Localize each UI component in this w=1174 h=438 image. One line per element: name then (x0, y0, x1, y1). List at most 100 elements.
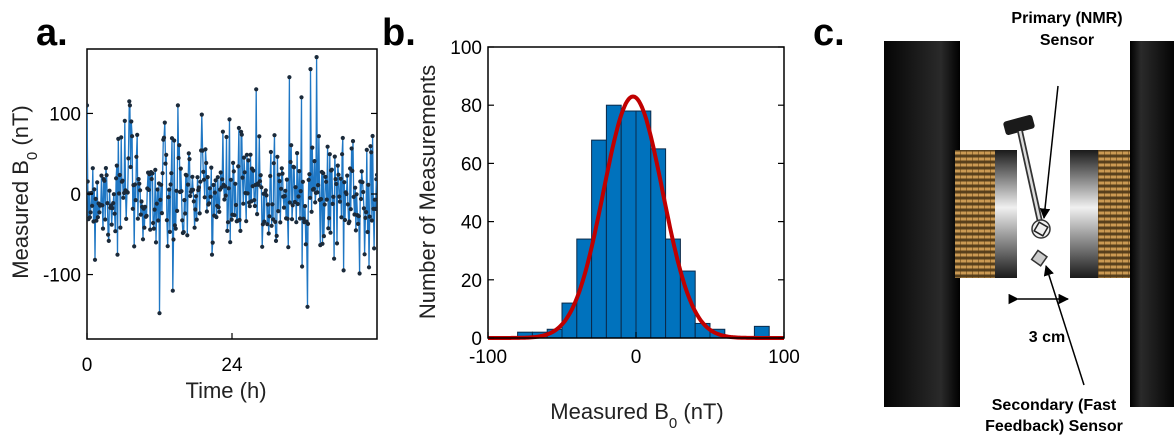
panel-a-point (174, 188, 179, 193)
panel-b-ytick-label: 80 (461, 96, 482, 117)
panel-a-point (340, 135, 345, 141)
panel-a-point (196, 185, 201, 190)
panel-a-point (161, 135, 167, 140)
panel-a-point (372, 246, 377, 251)
panel-a-point (162, 120, 167, 125)
panel-a-point (179, 189, 184, 194)
panel-a-point (374, 172, 377, 177)
panel-a-point (366, 182, 371, 187)
panel-a-point (308, 195, 313, 200)
panel-a-point (271, 161, 276, 166)
panel-a-point (180, 218, 185, 223)
panel-a-ticks: 100 0 -100 0 24 (43, 104, 377, 376)
panel-a-point (314, 55, 319, 60)
panel-a-point (125, 190, 130, 195)
panel-a-point (211, 182, 216, 188)
panel-a-point (153, 240, 159, 245)
panel-a-ytick-label: 0 (70, 185, 81, 206)
panel-a-point (197, 211, 202, 216)
left-magnet-pole (884, 41, 960, 407)
panel-a-line (87, 57, 377, 314)
panel-a-point (365, 229, 370, 235)
panel-a-point (356, 214, 361, 219)
panel-c-letter: c. (813, 12, 845, 54)
panel-a-point (302, 204, 308, 209)
panel-a-point (191, 187, 196, 192)
panel-a-point (248, 152, 253, 157)
left-pole-face (995, 150, 1017, 278)
panel-a-point (104, 173, 109, 178)
panel-a-point (193, 207, 198, 212)
panel-a-point (316, 183, 321, 188)
panel-a-point (342, 180, 347, 185)
panel-a-point (158, 197, 163, 202)
panel-a-point (316, 134, 321, 139)
panel-a-point (285, 216, 290, 221)
panel-a-point (336, 172, 341, 177)
panel-a-point (311, 186, 316, 191)
panel-a-point (160, 171, 165, 176)
panel-a-point (149, 176, 154, 182)
panel-a-point (121, 195, 126, 200)
panel-a-point (173, 226, 178, 231)
panel-a-point (201, 177, 207, 182)
panel-a-point (275, 154, 280, 159)
panel-a-point (87, 103, 90, 108)
panel-b-ylabel: Number of Measurements (415, 65, 440, 319)
panel-a-point (146, 187, 151, 192)
panel-a-point (239, 132, 244, 137)
panel-a-point (233, 202, 239, 208)
panel-a-point (159, 211, 164, 216)
panel-a-point (159, 182, 164, 187)
panel-a-point (363, 215, 368, 220)
panel-a-point (295, 201, 300, 207)
panel-a-point (88, 210, 93, 215)
panel-a-point (135, 216, 140, 221)
panel-a-point (318, 197, 324, 202)
panel-a-point (245, 191, 250, 196)
panel-a-point (362, 252, 367, 257)
panel-a-point (220, 177, 225, 182)
panel-a-point (247, 204, 252, 209)
panel-a-point (331, 194, 336, 199)
panel-a-point (228, 177, 233, 182)
panel-a-point (124, 216, 129, 221)
panel-a-point (92, 187, 97, 192)
panel-a-point (213, 178, 218, 183)
histogram-bar (620, 110, 637, 339)
panel-a-point (350, 168, 355, 173)
panel-a-point (328, 230, 333, 235)
panel-a-point (321, 234, 326, 239)
panel-a-point (320, 241, 325, 246)
panel-a-point (138, 188, 143, 193)
panel-a-point (341, 268, 346, 273)
panel-a-point (90, 166, 95, 171)
panel-b-xlabel-sub: 0 (669, 415, 677, 432)
panel-a-point (184, 173, 189, 178)
secondary-sensor-label-line1: Secondary (Fast (992, 397, 1117, 414)
panel-a-point (138, 212, 143, 217)
panel-a-point (358, 196, 364, 202)
panel-a-point (203, 147, 208, 152)
panel-a-point (293, 185, 298, 190)
panel-a-point (278, 220, 283, 225)
panel-a-point (372, 197, 377, 202)
panel-a-point (255, 212, 260, 217)
panel-a-point (119, 135, 124, 140)
panel-a-point (263, 188, 268, 193)
panel-a-point (367, 214, 372, 219)
panel-a-point (225, 228, 230, 233)
panel-a-point (127, 99, 132, 104)
panel-a-point (373, 206, 377, 211)
panel-a-point (345, 173, 350, 178)
panel-a-point (218, 170, 223, 175)
panel-a-point (325, 144, 330, 149)
panel-a-point (209, 252, 215, 257)
panel-a-point (349, 146, 354, 151)
panel-a-point (176, 155, 181, 161)
panel-a-point (281, 205, 287, 210)
panel-a-point (100, 226, 106, 231)
panel-a-point (257, 179, 263, 184)
panel-a-point (241, 201, 246, 206)
